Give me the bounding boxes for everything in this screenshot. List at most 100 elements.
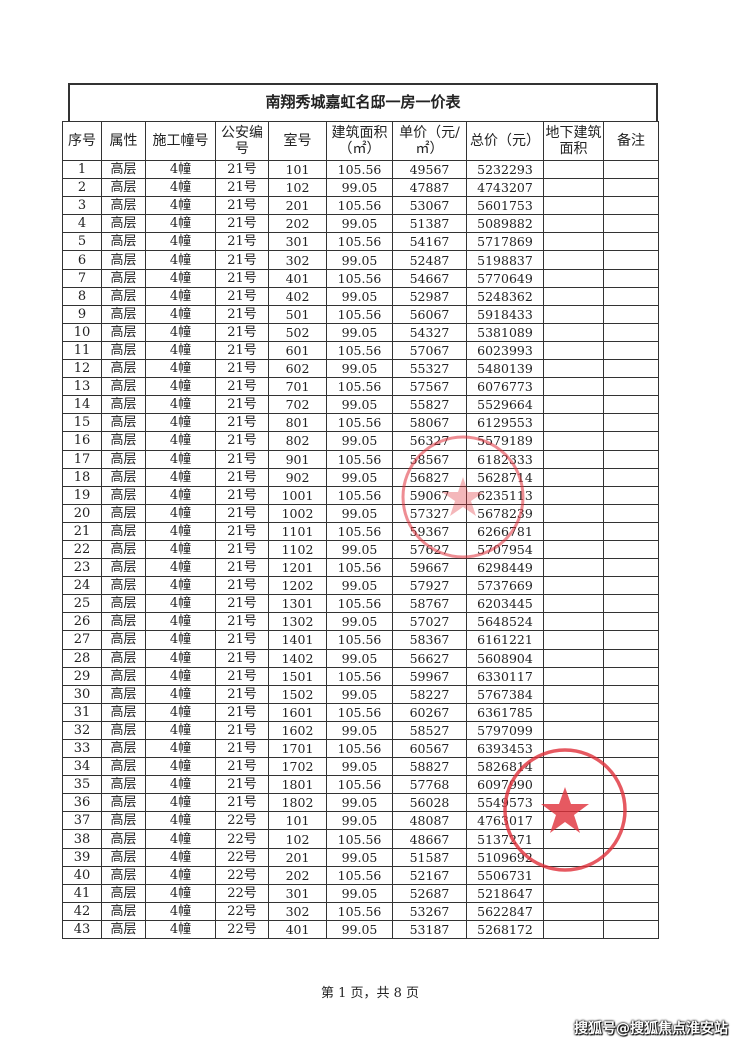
table-row: 10 高层 4幢 21号 502 99.05 54327 5381089 (62, 322, 659, 342)
row-underground-area (543, 757, 604, 777)
row-type: 高层 (101, 214, 146, 234)
row-underground-area (543, 413, 604, 433)
row-notes (603, 268, 659, 288)
row-area: 99.05 (326, 720, 393, 741)
row-police-no: 21号 (215, 304, 269, 324)
row-unit-price: 51387 (392, 214, 467, 234)
row-police-no: 22号 (215, 865, 269, 885)
row-index: 13 (62, 377, 102, 397)
row-total-price: 5770649 (466, 268, 544, 288)
row-unit-price: 60267 (392, 702, 467, 722)
row-area: 99.05 (326, 883, 393, 903)
row-unit-price: 58067 (392, 413, 467, 433)
price-table: 序号 属性 施工幢号 公安编号 室号 建筑面积（㎡） 单价（元/㎡） 总价（元）… (62, 121, 659, 940)
row-type: 高层 (101, 811, 146, 831)
row-police-no: 21号 (215, 793, 269, 813)
page-footer: 第 1 页，共 8 页 (320, 986, 420, 1001)
row-room: 302 (268, 901, 327, 921)
row-unit-price: 49567 (392, 159, 467, 180)
row-building: 4幢 (145, 286, 216, 306)
row-police-no: 21号 (215, 738, 269, 759)
row-total-price: 6298449 (466, 558, 544, 578)
row-police-no: 21号 (215, 196, 269, 216)
row-building: 4幢 (145, 883, 216, 903)
row-police-no: 22号 (215, 883, 269, 903)
row-underground-area (543, 847, 604, 867)
row-area: 105.56 (326, 775, 393, 795)
row-unit-price: 57927 (392, 576, 467, 596)
table-row: 17 高层 4幢 21号 901 105.56 58567 6182333 (62, 449, 659, 469)
row-index: 1 (62, 159, 102, 180)
row-area: 99.05 (326, 178, 393, 198)
row-index: 28 (62, 648, 102, 668)
row-total-price: 5737669 (466, 576, 544, 596)
row-unit-price: 52487 (392, 250, 467, 270)
row-total-price: 5198837 (466, 250, 544, 270)
row-index: 37 (62, 811, 102, 831)
row-building: 4幢 (145, 811, 216, 831)
table-row: 14 高层 4幢 21号 702 99.05 55827 5529664 (62, 395, 659, 415)
row-police-no: 21号 (215, 268, 269, 288)
row-index: 29 (62, 666, 102, 686)
table-row: 1 高层 4幢 21号 101 105.56 49567 5232293 (62, 159, 659, 180)
row-underground-area (543, 793, 604, 813)
row-area: 99.05 (326, 359, 393, 379)
row-type: 高层 (101, 503, 146, 523)
row-index: 7 (62, 268, 102, 288)
row-area: 105.56 (326, 449, 393, 469)
row-building: 4幢 (145, 485, 216, 505)
row-total-price: 5529664 (466, 395, 544, 415)
row-area: 105.56 (326, 738, 393, 759)
row-underground-area (543, 630, 604, 650)
title-frame (68, 83, 658, 121)
header-notes: 备注 (603, 121, 659, 161)
row-building: 4幢 (145, 413, 216, 433)
row-police-no: 21号 (215, 395, 269, 415)
row-unit-price: 57567 (392, 377, 467, 397)
row-building: 4幢 (145, 521, 216, 541)
row-type: 高层 (101, 304, 146, 324)
table-row: 21 高层 4幢 21号 1101 105.56 59367 6266781 (62, 521, 659, 541)
row-room: 201 (268, 847, 327, 867)
row-index: 18 (62, 467, 102, 487)
row-notes (603, 485, 659, 505)
row-index: 26 (62, 612, 102, 632)
table-row: 30 高层 4幢 21号 1502 99.05 58227 5767384 (62, 684, 659, 704)
row-police-no: 21号 (215, 539, 269, 560)
row-total-price: 6129553 (466, 413, 544, 433)
row-notes (603, 232, 659, 252)
row-underground-area (543, 467, 604, 487)
row-unit-price: 52987 (392, 286, 467, 306)
row-underground-area (543, 702, 604, 722)
row-room: 1702 (268, 757, 327, 777)
row-building: 4幢 (145, 865, 216, 885)
row-room: 1801 (268, 775, 327, 795)
row-notes (603, 811, 659, 831)
row-notes (603, 666, 659, 686)
row-index: 3 (62, 196, 102, 216)
row-index: 31 (62, 702, 102, 722)
row-underground-area (543, 666, 604, 686)
table-row: 36 高层 4幢 21号 1802 99.05 56028 5549573 (62, 793, 659, 813)
row-index: 11 (62, 340, 102, 361)
row-building: 4幢 (145, 539, 216, 560)
header-room: 室号 (268, 121, 327, 161)
row-total-price: 5826814 (466, 757, 544, 777)
row-total-price: 5137271 (466, 829, 544, 849)
row-room: 201 (268, 196, 327, 216)
row-unit-price: 59067 (392, 485, 467, 505)
row-underground-area (543, 558, 604, 578)
row-notes (603, 847, 659, 867)
table-row: 39 高层 4幢 22号 201 99.05 51587 5109692 (62, 847, 659, 867)
row-area: 99.05 (326, 811, 393, 831)
row-police-no: 21号 (215, 377, 269, 397)
row-index: 32 (62, 720, 102, 741)
table-row: 11 高层 4幢 21号 601 105.56 57067 6023993 (62, 340, 659, 361)
row-underground-area (543, 811, 604, 831)
row-police-no: 21号 (215, 178, 269, 198)
header-building: 施工幢号 (145, 121, 216, 161)
row-type: 高层 (101, 594, 146, 614)
row-police-no: 22号 (215, 829, 269, 849)
row-unit-price: 58827 (392, 757, 467, 777)
row-police-no: 21号 (215, 521, 269, 541)
